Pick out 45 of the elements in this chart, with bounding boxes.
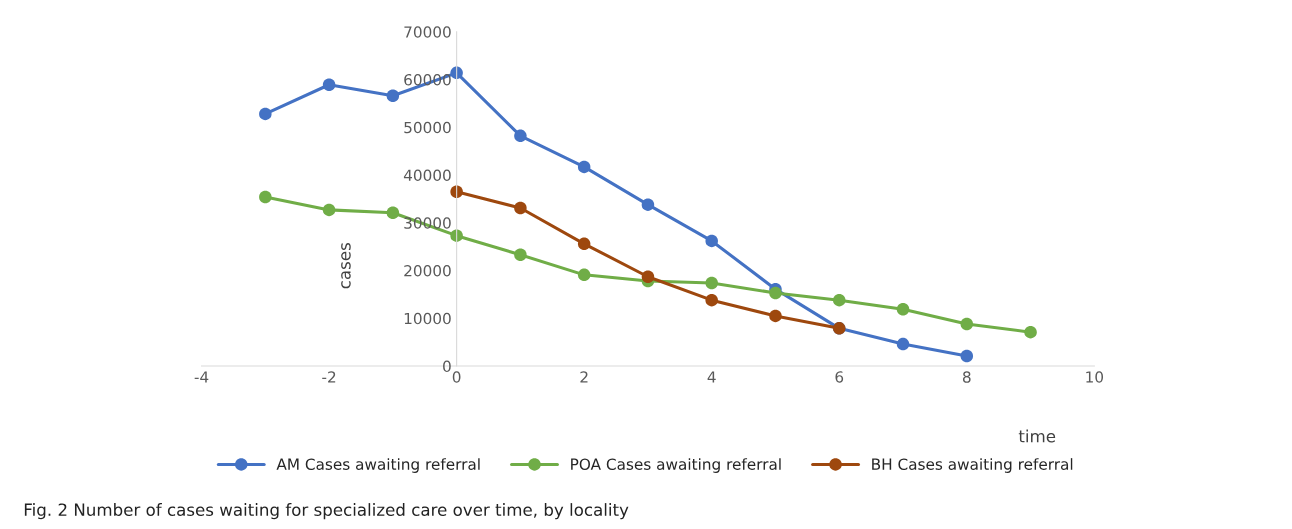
- point: [769, 309, 782, 323]
- point: [514, 201, 527, 215]
- y-tick-label: 0: [443, 360, 451, 373]
- legend-label: POA Cases awaiting referral: [571, 458, 781, 473]
- point: [514, 248, 527, 262]
- point: [705, 276, 718, 290]
- x-tick-label: 10: [1086, 371, 1104, 383]
- legend-label: BH Cases awaiting referral: [872, 458, 1073, 473]
- y-tick-label: 50000: [404, 121, 451, 134]
- point: [705, 234, 718, 248]
- x-tick-label: 8: [962, 371, 971, 383]
- caption: Fig. 2 Number of cases waiting for specialized care over time, by locality: [24, 503, 629, 520]
- point: [641, 198, 655, 211]
- x-tick-label: 2: [580, 371, 588, 383]
- y-axis-title: cases: [341, 243, 351, 289]
- point: [641, 270, 655, 283]
- point: [322, 203, 336, 217]
- x-tick-label: -4: [194, 371, 209, 383]
- point: [577, 237, 591, 251]
- point: [769, 286, 782, 300]
- point: [322, 78, 336, 91]
- point: [386, 206, 400, 219]
- point: [386, 89, 400, 102]
- point: [259, 190, 272, 204]
- point: [896, 337, 910, 351]
- point: [577, 160, 591, 174]
- y-tick-label: 40000: [403, 169, 451, 182]
- point: [960, 317, 974, 331]
- x-axis-title: time: [1018, 429, 1056, 443]
- x-tick-label: 0: [452, 371, 461, 383]
- legend-label: AM Cases awaiting referral: [276, 458, 480, 473]
- x-tick-label: -2: [322, 371, 336, 383]
- point: [1024, 325, 1037, 339]
- point: [259, 107, 272, 121]
- y-tick-label: 10000: [404, 312, 451, 325]
- point: [514, 129, 527, 143]
- y-tick-label: 70000: [404, 26, 451, 38]
- y-tick-label: 20000: [404, 265, 451, 277]
- point: [833, 293, 846, 307]
- point: [577, 268, 591, 282]
- point: [705, 293, 718, 307]
- point: [960, 349, 974, 363]
- x-tick-label: 4: [707, 371, 716, 383]
- x-tick-label: 6: [835, 371, 844, 383]
- point: [896, 302, 910, 316]
